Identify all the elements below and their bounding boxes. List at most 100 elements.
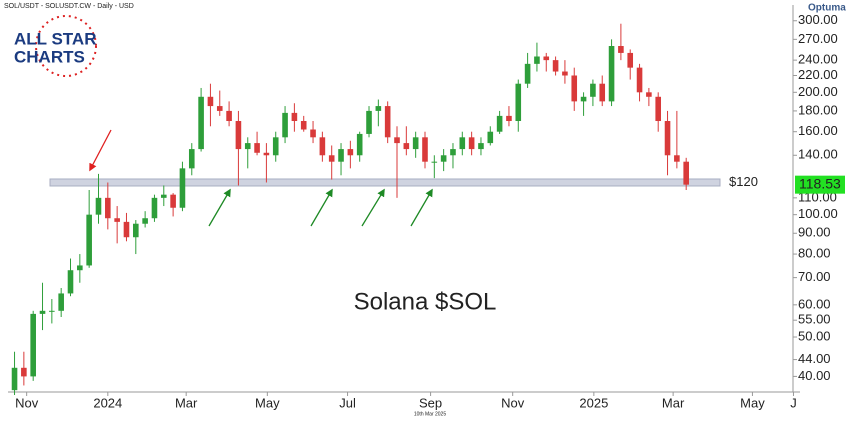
candle-body [123, 221, 130, 238]
y-tick-label: 100.00 [798, 206, 838, 221]
y-tick-label: 60.00 [798, 296, 831, 311]
arrow [208, 188, 231, 227]
x-tick-label: 2024 [93, 395, 122, 410]
candle-body [310, 129, 316, 138]
candle-body [49, 310, 55, 312]
candle-body [319, 137, 326, 156]
candle-body [534, 56, 540, 64]
candle-body [21, 367, 27, 377]
candle-body [207, 96, 214, 107]
y-tick-label: 220.00 [798, 67, 838, 82]
candle-body [188, 149, 195, 169]
y-tick-label: 50.00 [798, 328, 831, 343]
support-label: $120 [729, 174, 758, 189]
candle-body [356, 133, 363, 156]
y-tick-label: 40.00 [798, 368, 831, 383]
candle-body [384, 106, 391, 138]
header: SOL/USDT - SOLUSDT.CW - Daily - USD [4, 3, 134, 10]
brand: Optuma [808, 3, 846, 14]
logo: ALL STAR CHARTS [14, 15, 97, 77]
y-tick-label: 200.00 [798, 84, 838, 99]
candle-body [198, 96, 204, 150]
candle-body [300, 121, 307, 130]
candle-body [496, 115, 503, 132]
candle-body [160, 194, 167, 198]
candle-body [105, 197, 111, 219]
candle-body [590, 83, 596, 97]
candle-body [58, 293, 64, 311]
candle-body [226, 110, 232, 122]
candle-body [431, 161, 438, 163]
candle-body [291, 112, 298, 122]
candle-body [468, 137, 475, 150]
candle-body [282, 112, 288, 138]
candle-body [515, 83, 522, 122]
candle-body [39, 310, 46, 314]
candle-body [394, 137, 400, 144]
candle-body [235, 121, 242, 150]
candle-body [571, 75, 578, 102]
x-tick-label: May [255, 395, 280, 410]
y-tick-label: 140.00 [798, 147, 838, 162]
candle-body [375, 106, 382, 111]
candle-body [151, 197, 158, 219]
candle-body [272, 137, 279, 156]
logo-text: ALL STAR [14, 29, 96, 48]
candle-body [506, 115, 512, 122]
candle-body [67, 270, 74, 294]
candle-body [244, 143, 251, 150]
x-tick-label: J [790, 395, 797, 410]
arrow [410, 188, 433, 227]
y-tick-label: 160.00 [798, 123, 838, 138]
candle-body [77, 265, 83, 271]
candle-body [86, 214, 92, 266]
candle-body [170, 194, 176, 208]
candle-body [179, 168, 186, 208]
x-tick-label: Mar [175, 395, 198, 410]
candle-body [683, 161, 689, 185]
arrow [361, 188, 385, 227]
candle-body [636, 67, 643, 93]
candle-body [30, 313, 36, 377]
candle-body [338, 149, 344, 162]
footer: 10th Mar 2025 [414, 411, 446, 417]
x-tick-label: Nov [15, 395, 39, 410]
candle-body [580, 96, 587, 102]
price-tag [795, 175, 845, 194]
arrows [89, 129, 433, 227]
candle-body [11, 367, 18, 391]
annotation: Solana $SOL [354, 288, 497, 315]
candle-body [403, 143, 410, 150]
candle-body [216, 106, 223, 111]
candle-body [478, 143, 484, 150]
candle-body [459, 137, 466, 150]
y-tick-label: 240.00 [798, 52, 838, 67]
y-tick-label: 180.00 [798, 102, 838, 117]
x-tick-label: Mar [662, 395, 685, 410]
candle-body [664, 121, 671, 156]
candle-body [608, 46, 615, 102]
candle-body [263, 152, 270, 156]
arrow [89, 129, 112, 172]
candle-body [552, 60, 559, 72]
x-tick-label: Sep [419, 395, 442, 410]
candle-body [450, 149, 456, 156]
candle-body [524, 63, 531, 84]
candle-body [133, 223, 139, 238]
x-tick-label: Nov [501, 395, 525, 410]
candle-body [646, 92, 652, 97]
candle-body [347, 149, 354, 156]
support-level [49, 178, 721, 187]
candle-body [440, 155, 447, 162]
y-tick-label: 270.00 [798, 31, 838, 46]
y-tick-label: 300.00 [798, 12, 838, 27]
logo-ring [35, 15, 97, 77]
candle-body [599, 83, 606, 102]
logo-text: CHARTS [14, 47, 85, 66]
candle-body [254, 143, 260, 153]
candle-body [422, 137, 428, 162]
candle-body [412, 137, 419, 150]
candle-body [366, 110, 372, 134]
